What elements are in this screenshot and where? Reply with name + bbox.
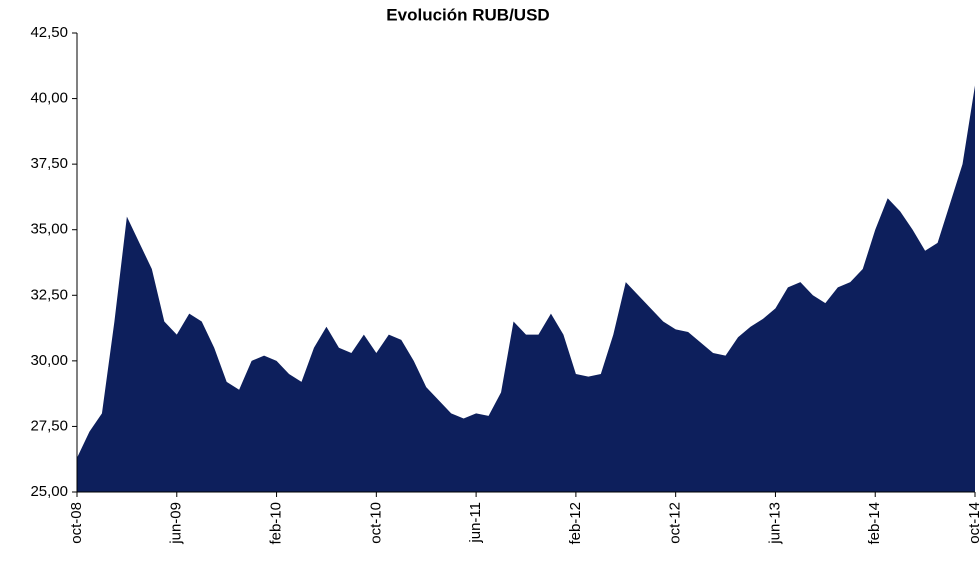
- y-tick-label: 42,50: [30, 24, 68, 41]
- x-tick-label: feb-14: [866, 502, 883, 545]
- x-tick-label: jun-09: [168, 502, 185, 545]
- y-tick-label: 35,00: [30, 221, 68, 238]
- chart-title: Evolución RUB/USD: [386, 5, 549, 24]
- x-tick-label: oct-08: [68, 502, 85, 544]
- x-tick-label: oct-10: [367, 502, 384, 544]
- area: [77, 85, 975, 492]
- y-tick-label: 37,50: [30, 155, 68, 172]
- x-tick-label: jun-11: [467, 502, 484, 544]
- y-tick-label: 25,00: [30, 483, 68, 500]
- y-tick-label: 32,50: [30, 286, 68, 303]
- x-tick-label: feb-10: [268, 502, 285, 545]
- x-tick-label: feb-12: [567, 502, 584, 545]
- y-tick-label: 27,50: [30, 417, 68, 434]
- x-tick-label: jun-13: [766, 502, 783, 545]
- y-tick-label: 30,00: [30, 352, 68, 369]
- x-tick-label: oct-14: [966, 502, 980, 544]
- y-tick-label: 40,00: [30, 90, 68, 107]
- x-tick-label: oct-12: [667, 502, 684, 544]
